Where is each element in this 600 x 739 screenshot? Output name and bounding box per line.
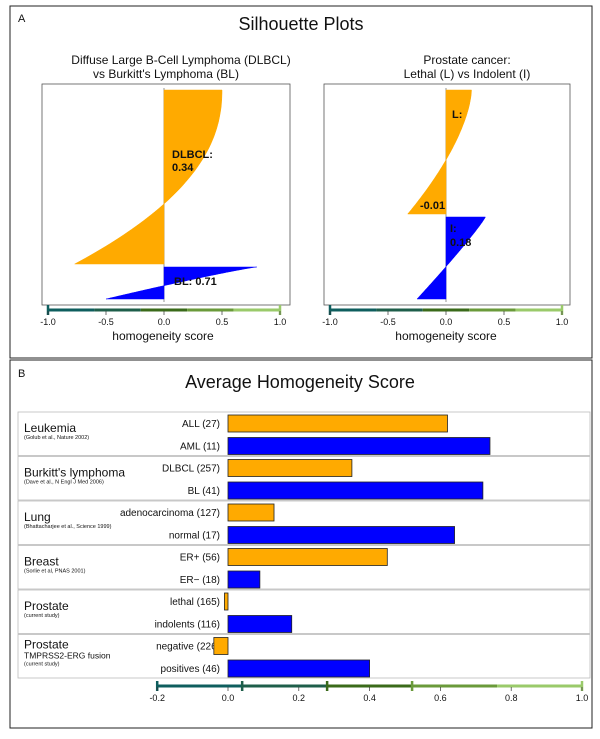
silhouette-right: Prostate cancer: Lethal (L) vs Indolent … xyxy=(322,53,571,343)
panel-b-title: Average Homogeneity Score xyxy=(185,372,415,392)
bar-group-citation: (Bhattacharjee et al., Science 1999) xyxy=(24,524,112,530)
bar-scale-tick-label: -0.2 xyxy=(149,693,165,703)
silhouette-l-label: L: xyxy=(452,109,462,121)
bar-group-name: Breast xyxy=(24,555,59,569)
bar-scale-tick-label: 0.4 xyxy=(363,693,376,703)
silhouette-dlbcl-label: DLBCL: xyxy=(172,149,213,161)
silhouette-bl-shape xyxy=(105,266,257,300)
silhouette-right-xlabel: homogeneity score xyxy=(395,329,497,343)
silhouette-right-scale-tick-label: 1.0 xyxy=(556,317,569,327)
silhouette-right-scale-tick-label: -0.5 xyxy=(380,317,396,327)
silhouette-dlbcl-shape xyxy=(74,89,223,265)
bar-group-box xyxy=(17,545,591,590)
bar-group-box xyxy=(17,500,591,545)
panel-b-frame xyxy=(9,359,593,729)
bar-label: indolents (116) xyxy=(155,620,220,631)
bar-scale-tick-label: 0.2 xyxy=(293,693,306,703)
bar-group-name: Prostate xyxy=(24,599,69,613)
bar-group-citation: (current study) xyxy=(24,662,60,668)
bar-group-citation: (current study) xyxy=(24,613,60,619)
bar-group-name: Prostate xyxy=(24,638,69,652)
panel-a-title: Silhouette Plots xyxy=(238,14,363,34)
bar-scale-tick-label: 1.0 xyxy=(576,693,589,703)
bar xyxy=(227,414,448,433)
bar-chart-scale: -0.2 0.0 0.2 0.4 0.6 0.8 1.0 xyxy=(149,681,588,703)
panel-b-label: B xyxy=(18,368,25,380)
bar-group-subname: TMPRSS2-ERG fusion xyxy=(24,651,111,661)
silhouette-left-title: Diffuse Large B-Cell Lymphoma (DLBCL) xyxy=(71,53,290,67)
bar-group-box xyxy=(17,589,591,634)
silhouette-right-scale-tick-label: 0.5 xyxy=(498,317,511,327)
bar xyxy=(213,637,229,655)
homogeneity-bar-chart: Leukemia(Golub et al., Nature 2002) ALL (… xyxy=(17,411,591,679)
bar-label: normal (17) xyxy=(169,531,220,542)
bar-scale-tick-label: 0.8 xyxy=(505,693,518,703)
bar-label: lethal (165) xyxy=(170,597,220,608)
bar-label: BL (41) xyxy=(188,486,220,497)
silhouette-right-title: Prostate cancer: xyxy=(423,53,510,67)
silhouette-left-scale-tick-label: -1.0 xyxy=(40,317,56,327)
bar xyxy=(227,615,293,633)
bar xyxy=(227,548,388,566)
bar-group-box xyxy=(17,634,591,679)
bar xyxy=(227,526,455,544)
bar xyxy=(227,437,491,455)
silhouette-i-score: 0.18 xyxy=(450,237,471,249)
bar-group-name: Burkitt's lymphoma xyxy=(24,466,125,480)
bar-label: AML (11) xyxy=(180,442,220,453)
silhouette-right-scale: -1.0 -0.5 0.0 0.5 1.0 xyxy=(322,305,568,327)
silhouette-l-score: -0.01 xyxy=(420,200,445,212)
silhouette-i-shape xyxy=(416,216,486,300)
silhouette-left-scale: -1.0 -0.5 0.0 0.5 1.0 xyxy=(40,305,286,327)
silhouette-left-subtitle: vs Burkitt's Lymphoma (BL) xyxy=(93,67,239,81)
silhouette-left-scale-tick-label: 0.5 xyxy=(216,317,229,327)
silhouette-l-shape xyxy=(407,89,472,215)
bar-group-box xyxy=(17,411,591,456)
bar-group-citation: (Sorlie et al, PNAS 2001) xyxy=(24,569,86,575)
bar-label: ER− (18) xyxy=(180,575,220,586)
bar-label: adenocarcinoma (127) xyxy=(120,508,220,519)
bar-label: positives (46) xyxy=(161,664,220,675)
bar xyxy=(227,503,275,522)
silhouette-left-frame xyxy=(41,83,291,306)
bar xyxy=(227,481,484,500)
silhouette-left-xlabel: homogeneity score xyxy=(112,329,214,343)
silhouette-right-frame xyxy=(323,83,571,306)
bar-scale-tick-label: 0.6 xyxy=(434,693,447,703)
bar-label: negative (226) xyxy=(156,642,220,653)
silhouette-right-scale-tick-label: -1.0 xyxy=(322,317,338,327)
silhouette-right-scale-tick-label: 0.0 xyxy=(440,317,453,327)
bar-group-citation: (Golub et al., Nature 2002) xyxy=(24,435,89,441)
bar-label: DLBCL (257) xyxy=(162,464,220,475)
panel-a-label: A xyxy=(18,13,26,25)
panel-a-frame xyxy=(9,5,593,359)
silhouette-left-marks: DLBCL:0.34 BL: 0.71 xyxy=(74,88,257,302)
bar-group-citation: (Dave et al., N Engl J Med 2006) xyxy=(24,480,104,486)
silhouette-left: Diffuse Large B-Cell Lymphoma (DLBCL) vs… xyxy=(40,53,290,343)
silhouette-right-marks: L: -0.01 I: 0.18 xyxy=(407,88,486,302)
silhouette-left-scale-tick-label: 0.0 xyxy=(158,317,171,327)
bar-label: ER+ (56) xyxy=(180,553,220,564)
silhouette-left-scale-tick-label: 1.0 xyxy=(274,317,287,327)
silhouette-dlbcl-score: 0.34 xyxy=(172,162,194,174)
bar-group-name: Lung xyxy=(24,510,51,524)
bar-label: ALL (27) xyxy=(182,419,220,430)
bar-group-box xyxy=(17,456,591,501)
bar xyxy=(227,659,371,678)
silhouette-right-subtitle: Lethal (L) vs Indolent (I) xyxy=(404,67,531,81)
bar-scale-tick-label: 0.0 xyxy=(222,693,235,703)
bar xyxy=(227,459,353,477)
silhouette-bl-label: BL: 0.71 xyxy=(174,276,217,288)
silhouette-i-label: I: xyxy=(450,223,457,235)
bar-group-name: Leukemia xyxy=(24,421,76,435)
silhouette-left-scale-tick-label: -0.5 xyxy=(98,317,114,327)
bar xyxy=(224,592,229,611)
bar xyxy=(227,570,261,589)
